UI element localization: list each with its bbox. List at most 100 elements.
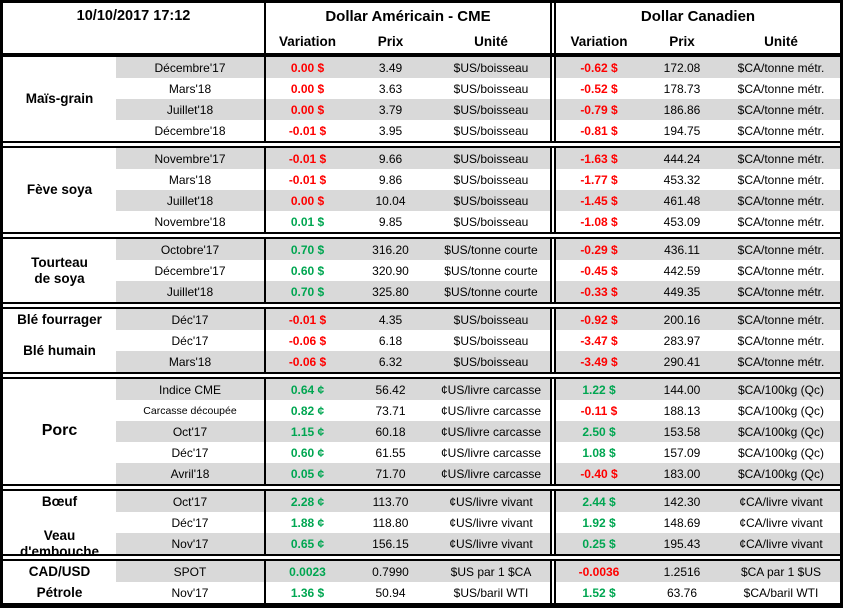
usd-variation: 1.15 ¢ bbox=[264, 421, 349, 442]
usd-variation: 0.00 $ bbox=[264, 190, 349, 211]
usd-variation: 2.28 ¢ bbox=[264, 491, 349, 512]
contract-month: Juillet'18 bbox=[116, 281, 264, 302]
cad-variation: -0.62 $ bbox=[556, 57, 642, 78]
cad-variation: -0.0036 bbox=[556, 561, 642, 582]
usd-unit: $US/boisseau bbox=[432, 148, 550, 169]
cad-unit: $CA/tonne métr. bbox=[722, 309, 840, 330]
cad-price: 186.86 bbox=[642, 99, 722, 120]
cad-unit: $CA/tonne métr. bbox=[722, 99, 840, 120]
cad-price: 453.09 bbox=[663, 214, 701, 229]
usd-variation: 0.65 ¢ bbox=[264, 533, 349, 554]
usd-variation: -0.06 $ bbox=[264, 351, 349, 372]
usd-variation: 0.82 ¢ bbox=[264, 400, 349, 421]
commodity-section: Porc Indice CME 0.64 ¢ 56.42 ¢US/livre carca… bbox=[3, 377, 840, 486]
cad-unit: $CA/tonne métr. bbox=[737, 333, 825, 348]
cad-unit: $CA/100kg (Qc) bbox=[722, 463, 840, 484]
cad-variation: 1.92 $ bbox=[582, 515, 616, 530]
cad-unit: $CA/100kg (Qc) bbox=[737, 445, 825, 460]
cad-price: 195.43 bbox=[642, 533, 722, 554]
usd-variation: 0.00 $ bbox=[264, 78, 349, 99]
contract-month: Déc'17 bbox=[171, 445, 209, 460]
cad-unit: ¢CA/livre vivant bbox=[739, 515, 823, 530]
currency-divider bbox=[550, 3, 556, 53]
usd-variation: 0.60 $ bbox=[264, 260, 349, 281]
cad-price: 142.30 bbox=[642, 491, 722, 512]
usd-variation: -0.01 $ bbox=[264, 309, 349, 330]
contract-month: Novembre'17 bbox=[116, 148, 264, 169]
usd-price: 61.55 bbox=[375, 445, 406, 460]
commodity-group-label: Blé fourrager bbox=[3, 309, 116, 330]
usd-unit: $US/boisseau bbox=[453, 81, 529, 96]
contract-month: SPOT bbox=[116, 561, 264, 582]
cad-price: 144.00 bbox=[642, 379, 722, 400]
cad-section-title: Dollar Canadien bbox=[640, 7, 756, 25]
usd-variation: 0.60 ¢ bbox=[264, 442, 349, 463]
contract-month: Nov'17 bbox=[116, 533, 264, 554]
cad-unite-header: Unité bbox=[764, 33, 798, 49]
usd-price: 9.85 bbox=[378, 214, 403, 229]
usd-variation: 1.36 $ bbox=[264, 582, 349, 603]
cad-variation: -3.49 $ bbox=[556, 351, 642, 372]
usd-unit: $US/boisseau bbox=[432, 99, 550, 120]
cad-price: 442.59 bbox=[663, 263, 701, 278]
currency-divider bbox=[550, 239, 556, 302]
commodity-group-label: Bœuf bbox=[3, 491, 116, 512]
cad-unit: $CA/tonne métr. bbox=[737, 123, 825, 138]
contract-month: Indice CME bbox=[116, 379, 264, 400]
usd-unit: $US/boisseau bbox=[432, 351, 550, 372]
currency-divider bbox=[550, 561, 556, 603]
contract-month: Décembre'18 bbox=[154, 123, 226, 138]
cad-unit: ¢CA/livre vivant bbox=[722, 491, 840, 512]
commodity-section: Fève soya Novembre'17 -0.01 $9.66 $US/boiss… bbox=[3, 146, 840, 234]
currency-divider bbox=[550, 57, 556, 141]
contract-month: Octobre'17 bbox=[116, 239, 264, 260]
usd-unit: ¢US/livre carcasse bbox=[440, 403, 542, 418]
contract-month: Mars'18 bbox=[168, 172, 212, 187]
usd-variation: 0.64 ¢ bbox=[264, 379, 349, 400]
usd-unit: ¢US/livre carcasse bbox=[432, 463, 550, 484]
usd-unit: $US/tonne courte bbox=[432, 281, 550, 302]
usd-price: 0.7990 bbox=[349, 561, 432, 582]
cad-variation: -0.92 $ bbox=[556, 309, 642, 330]
commodity-group-label: Blé humain bbox=[3, 330, 116, 372]
usd-price: 50.94 bbox=[375, 585, 406, 600]
cad-variation: 1.22 $ bbox=[556, 379, 642, 400]
cad-price: 461.48 bbox=[642, 190, 722, 211]
table-header: 10/10/2017 17:12 Dollar Américain - CME … bbox=[3, 3, 840, 55]
commodity-section: Tourteau de soya Octobre'17 0.70 $316.20 $U… bbox=[3, 237, 840, 304]
usd-unit: ¢US/livre carcasse bbox=[440, 445, 542, 460]
usd-price: 9.86 bbox=[378, 172, 403, 187]
cad-variation: -0.79 $ bbox=[556, 99, 642, 120]
usd-unit: $US/baril WTI bbox=[453, 585, 529, 600]
usd-variation: 0.05 ¢ bbox=[264, 463, 349, 484]
cad-variation: -1.77 $ bbox=[580, 172, 618, 187]
cad-unit: $CA/tonne métr. bbox=[737, 263, 825, 278]
cad-unit: $CA/tonne métr. bbox=[722, 281, 840, 302]
cad-variation: -0.52 $ bbox=[580, 81, 618, 96]
contract-month: Oct'17 bbox=[116, 491, 264, 512]
usd-variation: -0.01 $ bbox=[264, 169, 349, 190]
contract-month: Juillet'18 bbox=[116, 190, 264, 211]
cad-variation: -0.29 $ bbox=[556, 239, 642, 260]
cad-unit: $CA/tonne métr. bbox=[722, 351, 840, 372]
usd-prix-header: Prix bbox=[377, 33, 404, 49]
cad-variation: -1.45 $ bbox=[556, 190, 642, 211]
usd-unit: $US/boisseau bbox=[432, 309, 550, 330]
cad-price: 63.76 bbox=[666, 585, 698, 600]
cad-price: 453.32 bbox=[663, 172, 701, 187]
contract-month: Oct'17 bbox=[116, 421, 264, 442]
cad-price: 1.2516 bbox=[642, 561, 722, 582]
currency-divider bbox=[550, 148, 556, 232]
usd-price: 320.90 bbox=[372, 263, 409, 278]
usd-section-title: Dollar Américain - CME bbox=[264, 3, 550, 29]
sections-host: Maïs-grain Décembre'17 0.00 $3.49 $US/boiss… bbox=[3, 55, 840, 605]
cad-variation: -0.33 $ bbox=[556, 281, 642, 302]
usd-unit: $US par 1 $CA bbox=[432, 561, 550, 582]
cad-price: 283.97 bbox=[663, 333, 701, 348]
cad-price: 444.24 bbox=[642, 148, 722, 169]
cad-variation: 2.44 $ bbox=[556, 491, 642, 512]
usd-variation: 0.00 $ bbox=[264, 57, 349, 78]
contract-month: Déc'17 bbox=[171, 515, 209, 530]
header-spacer bbox=[3, 29, 264, 53]
cad-price: 449.35 bbox=[642, 281, 722, 302]
